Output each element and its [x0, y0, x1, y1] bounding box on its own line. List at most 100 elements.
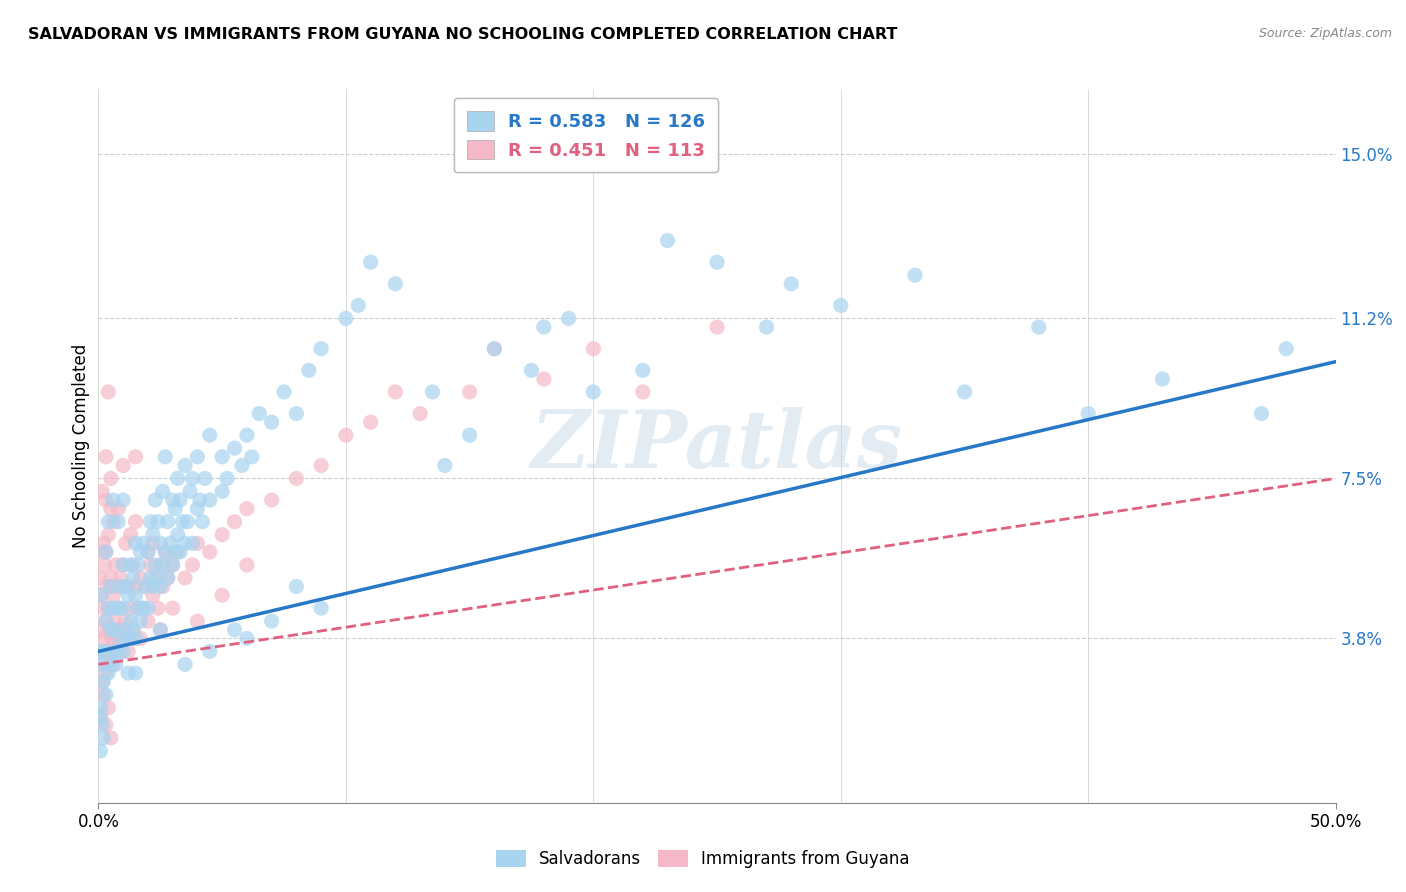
Point: [165, 501, 187, 516]
Point: [1028, 320, 1050, 334]
Point: [91, 674, 114, 689]
Point: [104, 657, 127, 672]
Point: [557, 311, 579, 326]
Point: [114, 536, 136, 550]
Point: [657, 234, 679, 248]
Point: [136, 545, 159, 559]
Point: [103, 657, 125, 672]
Point: [94, 688, 117, 702]
Point: [110, 571, 132, 585]
Point: [181, 558, 204, 572]
Point: [458, 384, 481, 399]
Point: [162, 558, 184, 572]
Point: [155, 450, 177, 464]
Point: [194, 471, 217, 485]
Point: [91, 484, 114, 499]
Point: [1152, 372, 1174, 386]
Point: [458, 428, 481, 442]
Point: [93, 688, 115, 702]
Point: [285, 580, 308, 594]
Point: [100, 571, 122, 585]
Point: [97, 601, 120, 615]
Point: [89, 644, 111, 658]
Point: [94, 614, 117, 628]
Point: [236, 428, 259, 442]
Point: [96, 644, 118, 658]
Point: [224, 515, 246, 529]
Point: [172, 515, 194, 529]
Point: [285, 471, 308, 485]
Point: [120, 614, 142, 628]
Point: [117, 632, 139, 646]
Point: [347, 298, 370, 312]
Point: [780, 277, 803, 291]
Point: [90, 700, 112, 714]
Point: [953, 384, 976, 399]
Point: [181, 536, 204, 550]
Point: [110, 644, 132, 658]
Point: [186, 450, 208, 464]
Point: [97, 527, 120, 541]
Point: [107, 515, 129, 529]
Point: [309, 601, 332, 615]
Point: [139, 571, 162, 585]
Point: [309, 458, 332, 473]
Text: SALVADORAN VS IMMIGRANTS FROM GUYANA NO SCHOOLING COMPLETED CORRELATION CHART: SALVADORAN VS IMMIGRANTS FROM GUYANA NO …: [28, 27, 897, 42]
Point: [142, 536, 165, 550]
Point: [122, 571, 145, 585]
Point: [120, 558, 142, 572]
Point: [90, 588, 112, 602]
Point: [149, 580, 172, 594]
Point: [91, 718, 114, 732]
Point: [706, 320, 728, 334]
Point: [94, 545, 117, 559]
Point: [122, 623, 145, 637]
Point: [107, 644, 129, 658]
Point: [105, 623, 128, 637]
Point: [107, 501, 129, 516]
Point: [100, 580, 122, 594]
Point: [174, 571, 197, 585]
Point: [166, 545, 188, 559]
Point: [124, 632, 146, 646]
Point: [433, 458, 456, 473]
Point: [122, 558, 145, 572]
Point: [240, 450, 263, 464]
Point: [112, 632, 135, 646]
Point: [124, 580, 146, 594]
Point: [139, 515, 162, 529]
Point: [631, 384, 654, 399]
Point: [101, 580, 124, 594]
Point: [104, 623, 127, 637]
Point: [103, 493, 125, 508]
Point: [124, 632, 146, 646]
Point: [97, 657, 120, 672]
Point: [706, 255, 728, 269]
Point: [104, 644, 127, 658]
Point: [104, 558, 127, 572]
Point: [260, 614, 283, 628]
Point: [166, 527, 188, 541]
Point: [143, 571, 166, 585]
Point: [93, 632, 115, 646]
Point: [217, 471, 239, 485]
Point: [186, 501, 208, 516]
Point: [100, 731, 122, 745]
Point: [520, 363, 543, 377]
Point: [211, 450, 233, 464]
Point: [117, 644, 139, 658]
Point: [103, 644, 125, 658]
Point: [94, 545, 117, 559]
Point: [384, 384, 406, 399]
Point: [198, 644, 221, 658]
Point: [98, 623, 121, 637]
Point: [93, 657, 115, 672]
Point: [582, 342, 605, 356]
Point: [110, 580, 132, 594]
Point: [100, 623, 122, 637]
Point: [110, 632, 132, 646]
Point: [103, 614, 125, 628]
Point: [122, 623, 145, 637]
Point: [146, 515, 169, 529]
Point: [94, 450, 117, 464]
